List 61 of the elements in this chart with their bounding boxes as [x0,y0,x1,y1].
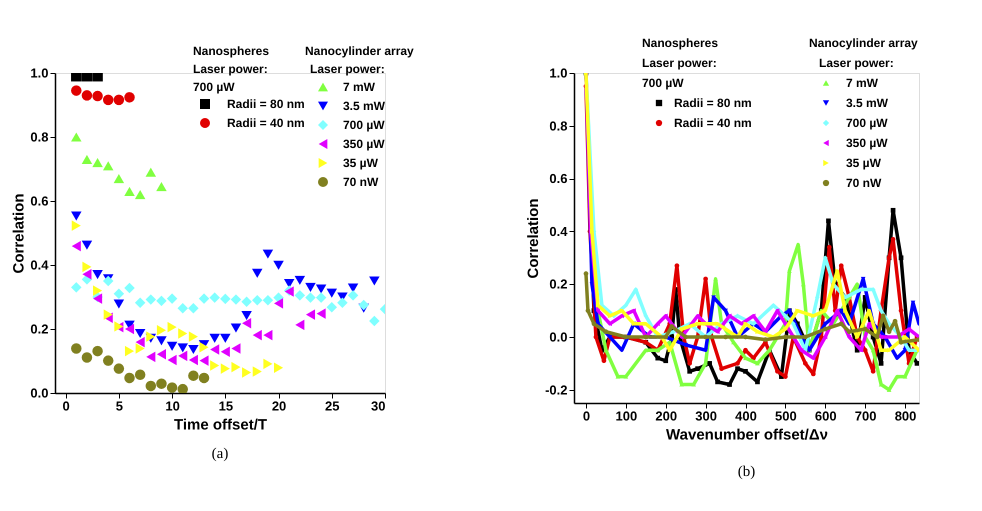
x-tick-label: 300 [695,408,717,424]
annotation: 700 µW [193,80,236,94]
legend-label: 7 mW [343,80,376,94]
legend-label: 35 µW [846,156,882,170]
y-tick-label: 0.6 [549,171,568,186]
y-tick-label: 0.0 [30,386,48,400]
text: Laser power: [819,56,894,70]
legend-label: 3.5 mW [343,99,386,113]
y-tick-label: 1.0 [30,66,48,80]
legend-label: 700 µW [846,116,888,130]
y-axis-title: Correlation [525,198,542,279]
legend-label: 700 µW [343,118,386,132]
x-tick-label: 100 [616,408,638,424]
x-tick-label: 700 [854,408,877,424]
legend-label: 70 nW [343,175,380,189]
annotation: 700 µW [642,76,684,90]
legend-label: Radii = 80 nm [674,96,752,110]
x-tick-label: 20 [272,398,286,414]
text: Nanocylinder array [809,36,918,50]
annotation: Laser power: [310,62,385,76]
y-tick-label: 0.6 [30,194,48,208]
x-tick-label: 5 [116,398,123,414]
y-tick-label: 0.8 [30,130,48,144]
legend-label: 350 µW [846,136,888,150]
y-tick-label: 0.2 [549,276,568,292]
legend-label: 350 µW [343,137,386,151]
text: (a) [212,446,228,462]
legend-label: Radii = 80 nm [227,97,305,111]
x-tick-label: 25 [325,398,340,414]
legend-label: 3.5 mW [846,96,889,110]
y-tick-label: 0.8 [549,118,568,134]
text: (b) [738,464,756,480]
x-tick-label: 500 [775,408,797,424]
y-tick-label: 0.2 [30,322,48,336]
x-axis-title: Time offset/T [174,416,268,434]
x-tick-label: 30 [371,398,386,414]
text: Nanospheres [642,36,718,50]
x-tick-label: 200 [655,408,678,424]
legend-label: 70 nW [846,176,882,190]
y-tick-label: 0.4 [549,224,568,239]
legend-label: Radii = 40 nm [227,116,305,130]
text: Laser power: [642,56,717,70]
x-tick-label: 800 [894,408,916,424]
x-tick-label: 600 [814,408,837,424]
x-axis-title: Wavenumber offset/Δν [666,426,828,444]
y-tick-label: 0.4 [30,258,50,272]
legend-label: 7 mW [846,76,879,90]
legend-label: Radii = 40 nm [674,116,752,130]
y-tick-label: 1.0 [549,66,568,80]
x-tick-label: 15 [218,398,234,414]
x-tick-label: 10 [165,398,180,414]
y-tick-label: -0.2 [545,382,568,398]
text: Nanocylinder array [305,44,414,58]
annotation: Laser power: [193,62,268,76]
y-tick-label: 0.0 [549,330,568,344]
text: Nanospheres [193,44,270,58]
x-tick-label: 400 [735,408,757,424]
x-tick-label: 0 [582,408,590,424]
legend-label: 35 µW [343,156,379,170]
y-axis-title: Correlation [10,193,28,274]
x-tick-label: 0 [62,398,70,414]
